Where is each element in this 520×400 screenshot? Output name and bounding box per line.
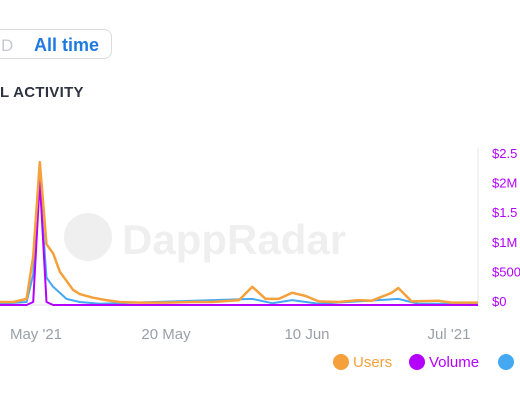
y-ticks-right: $2.5 $2M $1.5 $1M $500 $0 — [492, 146, 520, 309]
legend-dot-third — [498, 354, 514, 370]
x-tick-label: 10 Jun — [284, 326, 329, 343]
time-range-selector: D All time — [0, 29, 112, 59]
watermark-text: DappRadar — [122, 216, 346, 263]
watermark-logo: DappRadar — [64, 213, 346, 263]
x-ticks: May '21 20 May 10 Jun Jul '21 — [10, 326, 470, 343]
legend-label-volume: Volume — [429, 354, 480, 371]
y-tick-label: $1.5 — [492, 205, 517, 220]
legend-dot-volume — [409, 354, 425, 370]
y-tick-label: $0 — [492, 294, 506, 309]
range-tab-partial[interactable]: D — [1, 36, 14, 55]
series-layer — [0, 160, 478, 306]
x-tick-label: Jul '21 — [428, 326, 471, 343]
series-line-volume — [0, 179, 478, 306]
watermark-logo-icon — [64, 213, 112, 261]
x-tick-label: 20 May — [141, 326, 191, 343]
y-tick-label: $2.5 — [492, 146, 517, 161]
range-tab-all-time[interactable]: All time — [34, 35, 100, 55]
legend-label-users: Users — [353, 354, 393, 371]
y-tick-label: $2M — [492, 176, 517, 191]
series-line-users — [0, 160, 478, 304]
section-title: L ACTIVITY — [0, 84, 84, 101]
x-tick-label: May '21 — [10, 326, 62, 343]
legend-dot-users — [333, 354, 349, 370]
y-tick-label: $1M — [492, 235, 517, 250]
y-tick-label: $500 — [492, 264, 520, 279]
